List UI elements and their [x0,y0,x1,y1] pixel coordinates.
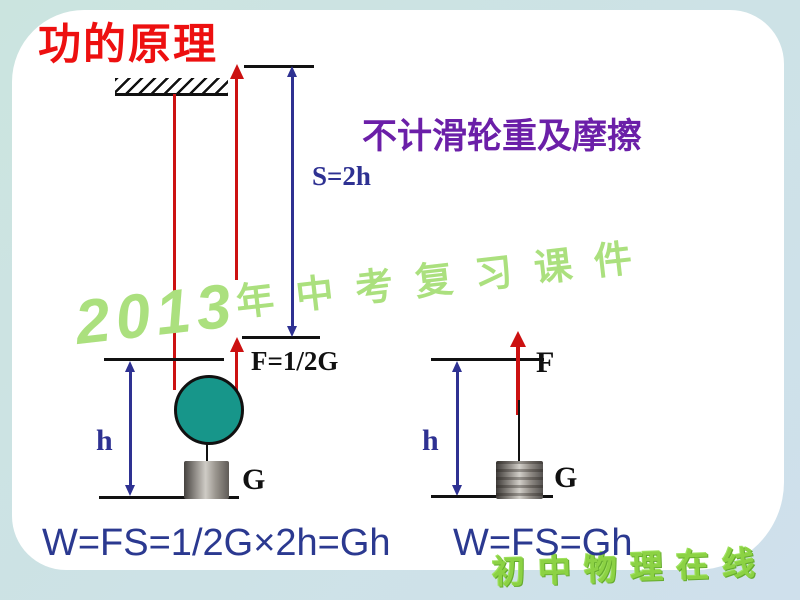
weight-block-left [184,461,229,499]
rope-end-start-line [242,336,320,339]
lift-height-line-right [431,358,544,361]
rope-travel-arrow [235,78,238,280]
weight-label-left: G [242,463,266,496]
rope-end-final-line [244,65,314,68]
lift-height-line-left [104,358,224,361]
ground-line-right [431,495,553,498]
weight-label-right: G [554,461,578,494]
rope-travel-arrowhead-icon [230,64,244,79]
work-formula-pulley: W=FS=1/2G×2h=Gh [42,522,391,564]
h-left-arrowhead-down-icon [125,485,135,496]
pull-force-label: F=1/2G [251,346,339,376]
h-right-arrowhead-up-icon [452,361,462,372]
ceiling-hatch [115,78,228,96]
h-right-arrowhead-down-icon [452,485,462,496]
page-title: 功的原理 [38,21,218,69]
s-measure-arrowhead-up-icon [287,66,297,77]
weight-block-right [496,461,543,499]
rope-fixed-strand [173,94,176,390]
height-label-right: h [422,424,439,457]
lift-force-arrowhead-icon [510,331,526,347]
condition-note: 不计滑轮重及摩擦 [362,117,643,156]
distance-label: S=2h [312,161,371,191]
lift-force-label: F [536,346,555,379]
s-measure-arrow [291,76,294,327]
ground-line-left [99,496,239,499]
lift-force-arrow [516,346,520,415]
movable-pulley [174,375,244,445]
h-left-measure-arrow [129,371,132,486]
pull-force-arrow [235,350,238,398]
s-measure-arrowhead-down-icon [287,326,297,337]
h-right-measure-arrow [456,371,459,486]
lift-string-line [518,400,520,463]
pull-force-arrowhead-icon [230,337,244,352]
work-formula-direct: W=FS=Gh [453,522,633,564]
h-left-arrowhead-up-icon [125,361,135,372]
slide-content-panel [12,10,784,570]
height-label-left: h [96,424,113,457]
